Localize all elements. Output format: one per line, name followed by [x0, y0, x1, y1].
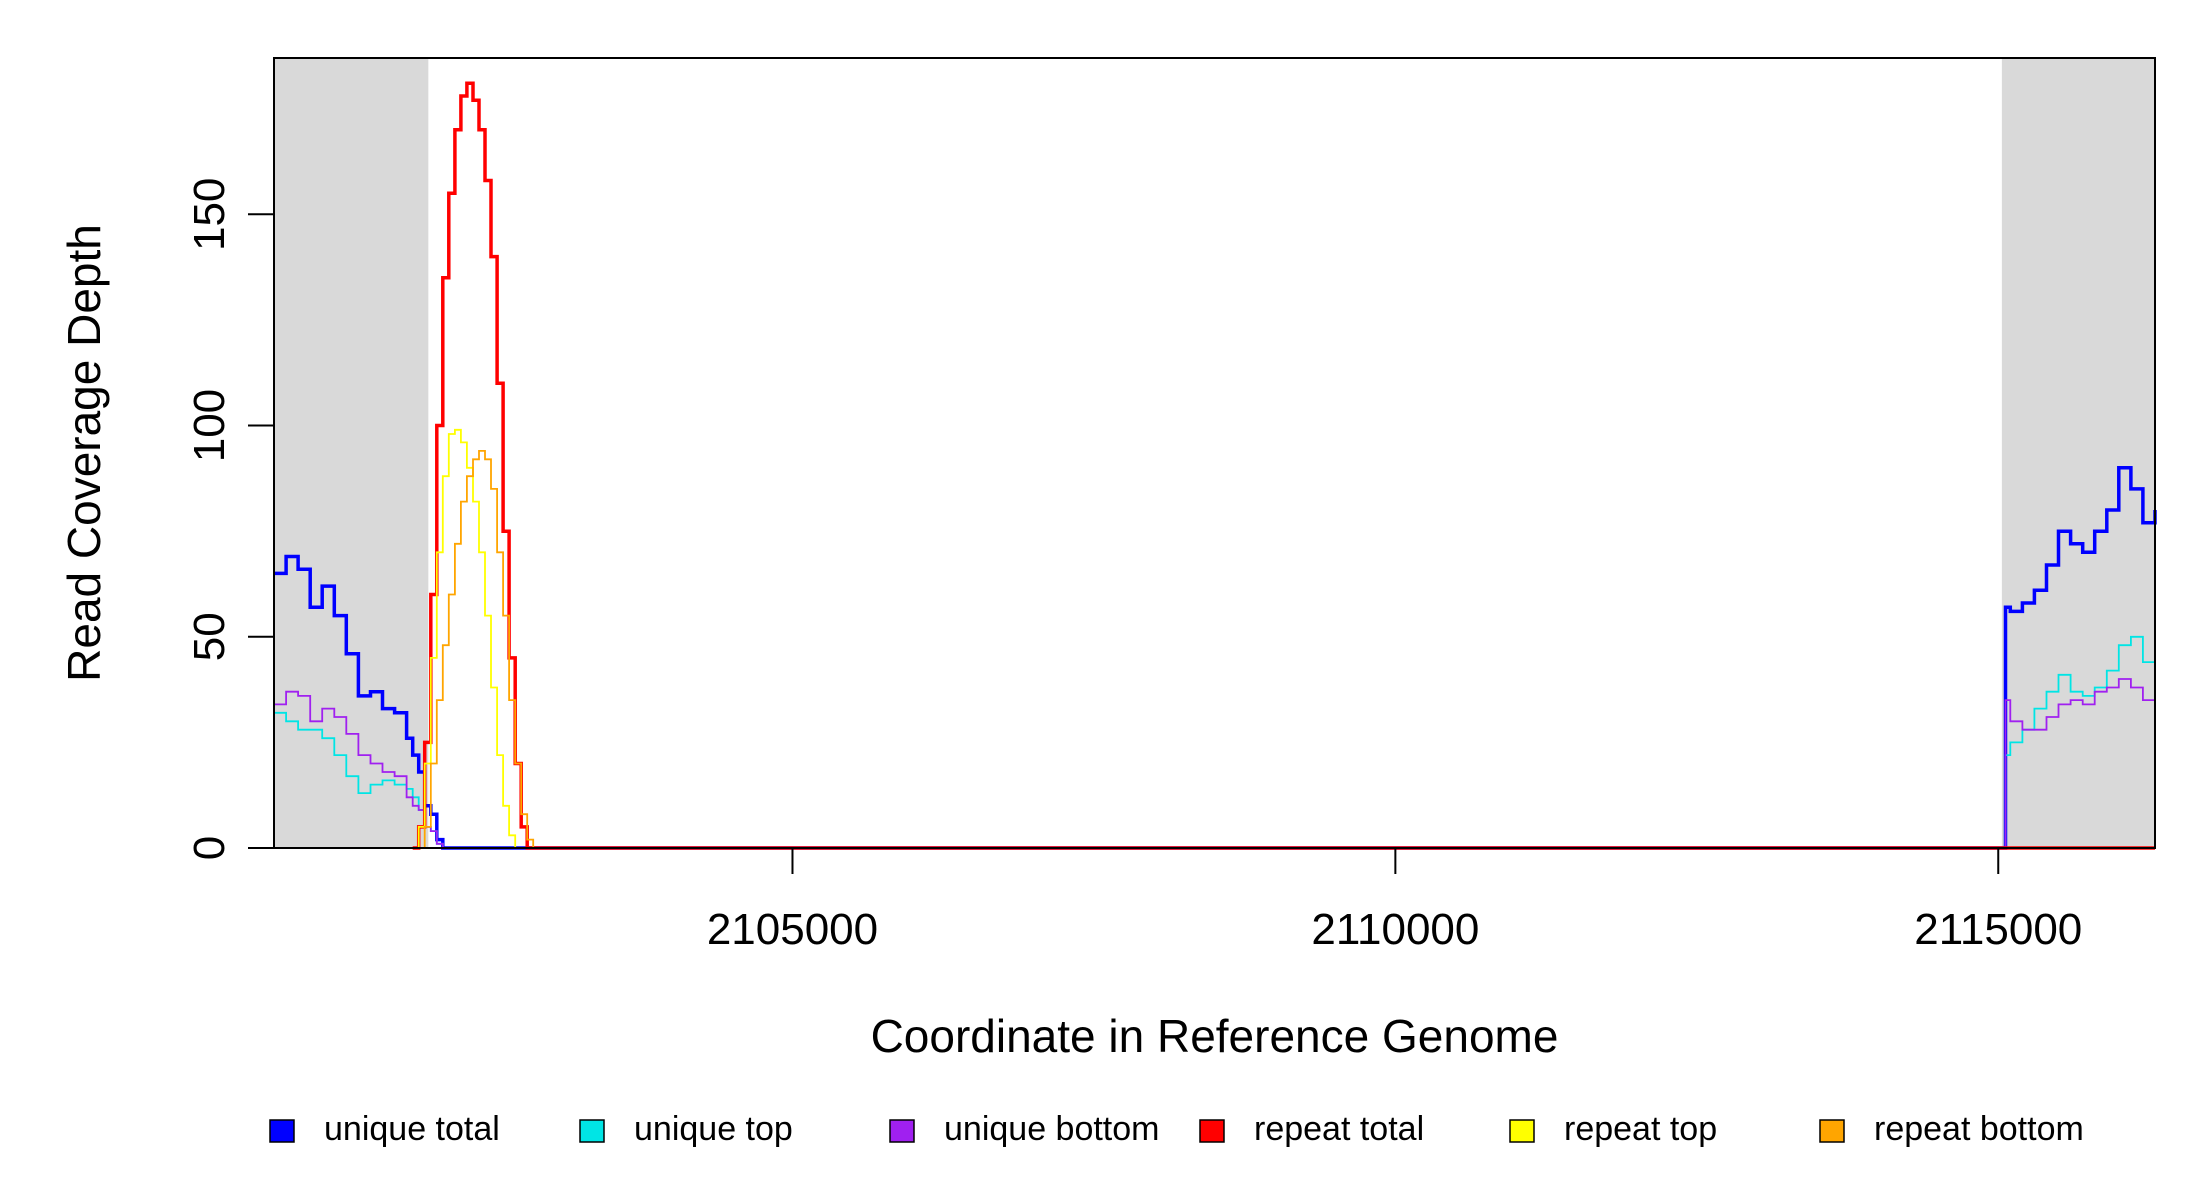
series-layer: [274, 81, 2157, 850]
legend-swatch-repeat-top: [1509, 1119, 1535, 1143]
legend-swatch-unique-total: [269, 1119, 295, 1143]
legend-label-unique-total: unique total: [324, 1110, 500, 1148]
series-line-repeat-bottom: [412, 450, 2155, 849]
series-line-unique-bottom: [274, 678, 2156, 849]
shaded-region-2: [2001, 58, 2155, 848]
legend-label-repeat-total: repeat total: [1254, 1110, 1424, 1148]
series-line-unique-total: [274, 466, 2157, 850]
series-line-unique-top: [274, 635, 2156, 849]
legend-swatch-unique-bottom: [889, 1119, 915, 1143]
series-line-repeat-total: [412, 81, 2155, 850]
axes-layer: 0 50 100 150 2105000 2110000 2115000: [185, 178, 2082, 954]
series-line-repeat-top: [412, 428, 2155, 849]
shaded-region-1: [274, 58, 429, 848]
y-axis-title: Read Coverage Depth: [58, 224, 110, 682]
plot-background-layer: [274, 58, 2155, 848]
x-axis-title: Coordinate in Reference Genome: [871, 1010, 1559, 1062]
y-tick-label: 100: [185, 389, 234, 462]
x-tick-label: 2110000: [1311, 905, 1479, 954]
legend: unique total unique top unique bottom repea…: [269, 1110, 2084, 1148]
legend-swatch-repeat-total: [1199, 1119, 1225, 1143]
legend-swatch-repeat-bottom: [1819, 1119, 1845, 1143]
legend-label-repeat-bottom: repeat bottom: [1874, 1110, 2084, 1148]
legend-label-unique-top: unique top: [634, 1110, 793, 1148]
y-tick-label: 0: [185, 836, 234, 860]
legend-label-repeat-top: repeat top: [1564, 1110, 1717, 1148]
plot-frame: [273, 57, 2156, 849]
legend-label-unique-bottom: unique bottom: [944, 1110, 1160, 1148]
x-tick-label: 2115000: [1914, 905, 2082, 954]
legend-swatch-unique-top: [579, 1119, 605, 1143]
x-tick-label: 2105000: [707, 905, 878, 954]
y-tick-label: 150: [185, 178, 234, 251]
y-tick-label: 50: [185, 612, 234, 661]
